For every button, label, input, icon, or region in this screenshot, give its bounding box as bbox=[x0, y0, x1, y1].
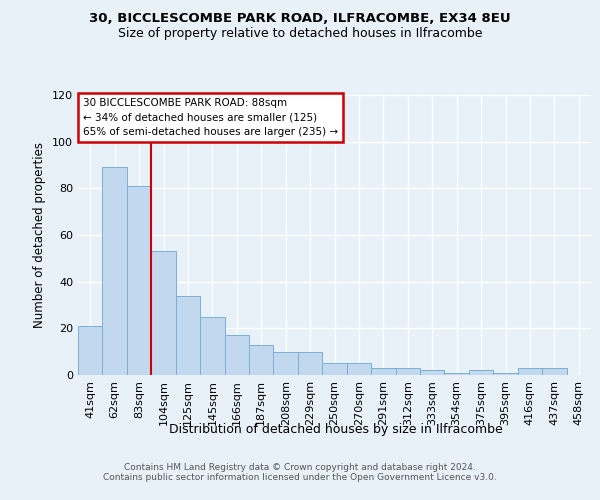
Text: 30 BICCLESCOMBE PARK ROAD: 88sqm
← 34% of detached houses are smaller (125)
65% : 30 BICCLESCOMBE PARK ROAD: 88sqm ← 34% o… bbox=[83, 98, 338, 138]
Text: Size of property relative to detached houses in Ilfracombe: Size of property relative to detached ho… bbox=[118, 26, 482, 40]
Bar bbox=[127, 186, 151, 375]
Bar bbox=[224, 336, 249, 375]
Text: Contains HM Land Registry data © Crown copyright and database right 2024.
Contai: Contains HM Land Registry data © Crown c… bbox=[103, 462, 497, 482]
Text: Distribution of detached houses by size in Ilfracombe: Distribution of detached houses by size … bbox=[169, 422, 503, 436]
Bar bbox=[542, 368, 566, 375]
Bar bbox=[493, 372, 518, 375]
Bar bbox=[103, 168, 127, 375]
Bar bbox=[274, 352, 298, 375]
Y-axis label: Number of detached properties: Number of detached properties bbox=[34, 142, 46, 328]
Bar bbox=[322, 364, 347, 375]
Text: 30, BICCLESCOMBE PARK ROAD, ILFRACOMBE, EX34 8EU: 30, BICCLESCOMBE PARK ROAD, ILFRACOMBE, … bbox=[89, 12, 511, 26]
Bar bbox=[78, 326, 103, 375]
Bar bbox=[176, 296, 200, 375]
Bar bbox=[395, 368, 420, 375]
Bar bbox=[200, 316, 224, 375]
Bar bbox=[347, 364, 371, 375]
Bar bbox=[151, 252, 176, 375]
Bar bbox=[445, 372, 469, 375]
Bar bbox=[249, 344, 274, 375]
Bar bbox=[469, 370, 493, 375]
Bar bbox=[298, 352, 322, 375]
Bar bbox=[420, 370, 445, 375]
Bar bbox=[371, 368, 395, 375]
Bar bbox=[518, 368, 542, 375]
